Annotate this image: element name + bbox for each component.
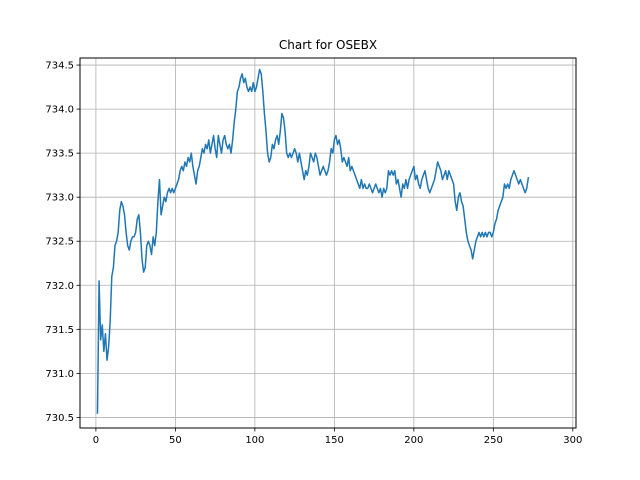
- x-tick-label: 200: [404, 435, 423, 446]
- series-layer: [96, 68, 530, 414]
- y-tick-label: 733.5: [45, 149, 74, 160]
- y-tick-label: 732.5: [45, 237, 74, 248]
- y-tick-label: 731.5: [45, 325, 74, 336]
- y-axis: 730.5 731.0 731.5 732.0 732.5 733.0 733.5 734.0…: [45, 61, 80, 424]
- x-tick-label: 300: [563, 435, 582, 446]
- y-tick-label: 730.5: [45, 413, 74, 424]
- grid: [80, 58, 576, 428]
- y-tick-label: 731.0: [45, 369, 74, 380]
- series-line: [96, 68, 530, 414]
- y-tick-label: 733.0: [45, 193, 74, 204]
- y-tick-label: 734.0: [45, 105, 74, 116]
- x-tick-label: 50: [169, 435, 182, 446]
- x-tick-label: 100: [245, 435, 264, 446]
- x-tick-label: 150: [325, 435, 344, 446]
- y-tick-label: 734.5: [45, 61, 74, 72]
- plot-frame: [79, 57, 577, 429]
- x-axis: 0 50 100 150 200 250 300: [93, 428, 582, 446]
- chart-title: Chart for OSEBX: [279, 38, 377, 52]
- x-tick-label: 250: [484, 435, 503, 446]
- y-tick-label: 732.0: [45, 281, 74, 292]
- x-tick-label: 0: [93, 435, 99, 446]
